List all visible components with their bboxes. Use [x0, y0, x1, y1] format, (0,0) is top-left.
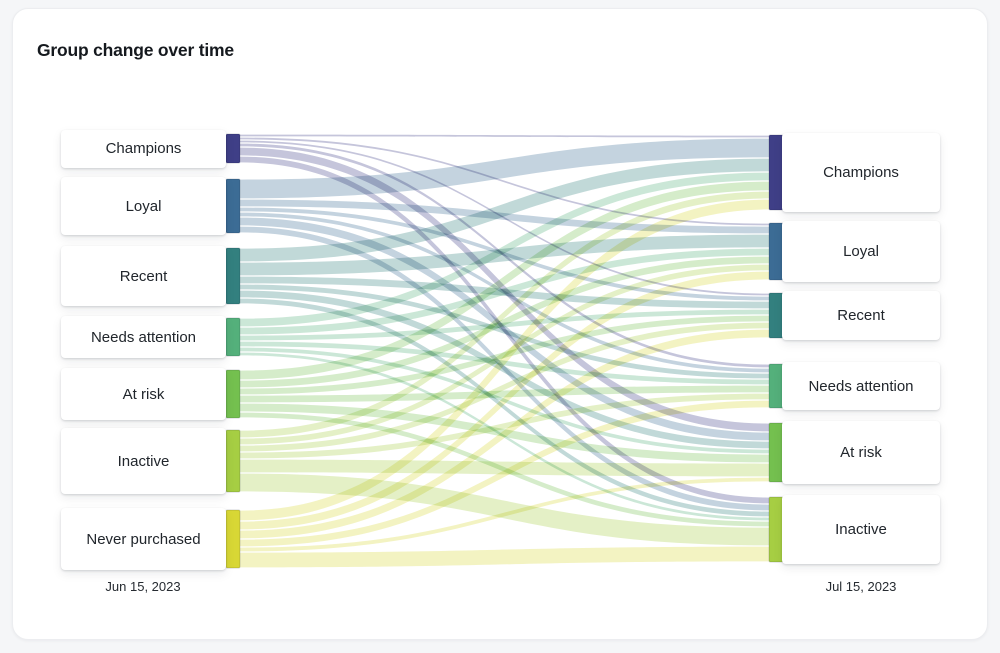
segment-card-champions-right[interactable]: Champions [782, 133, 940, 212]
sankey-node-inactive-left[interactable] [225, 429, 241, 493]
sankey-node-needs-attention-left[interactable] [225, 317, 241, 357]
flow-loyal-to-inactive[interactable] [240, 226, 769, 511]
segment-card-loyal-left[interactable]: Loyal [61, 177, 226, 235]
axis-date-right: Jul 15, 2023 [825, 579, 897, 594]
flow-champions-to-champions[interactable] [240, 134, 769, 138]
flow-at-risk-to-champions[interactable] [240, 181, 769, 380]
segment-card-needs-attention-left[interactable]: Needs attention [61, 316, 226, 358]
flow-champions-to-at-risk[interactable] [240, 147, 769, 432]
segment-card-label: Recent [837, 307, 885, 324]
flow-at-risk-to-at-risk[interactable] [240, 403, 769, 463]
flow-at-risk-to-needs-attention[interactable] [240, 385, 769, 403]
sankey-node-inactive-right[interactable] [768, 496, 784, 563]
flow-needs-attention-to-needs-attention[interactable] [240, 341, 769, 385]
segment-card-label: At risk [122, 385, 165, 403]
segment-card-label: Champions [823, 164, 899, 181]
flow-needs-attention-to-at-risk[interactable] [240, 347, 769, 454]
flow-inactive-to-champions[interactable] [240, 191, 769, 438]
segment-card-loyal-right[interactable]: Loyal [782, 221, 940, 282]
flow-recent-to-inactive[interactable] [240, 298, 769, 517]
flow-never-purchased-to-champions[interactable] [240, 199, 769, 521]
segment-card-champions-left[interactable]: Champions [61, 129, 226, 168]
sankey-node-loyal-right[interactable] [768, 222, 784, 281]
flow-needs-attention-to-inactive[interactable] [240, 352, 769, 521]
segment-card-never-purchased-left[interactable]: Never purchased [61, 508, 226, 570]
segment-card-label: Never purchased [86, 530, 201, 548]
flow-champions-to-recent[interactable] [240, 140, 769, 296]
sankey-node-at-risk-left[interactable] [225, 369, 241, 419]
axis-date-left: Jun 15, 2023 [105, 579, 181, 594]
segment-card-label: Inactive [117, 452, 170, 470]
segment-card-at-risk-left[interactable]: At risk [61, 368, 226, 420]
sankey-node-champions-left[interactable] [225, 133, 241, 164]
flow-at-risk-to-recent[interactable] [240, 315, 769, 395]
flow-at-risk-to-loyal[interactable] [240, 256, 769, 388]
sankey-node-champions-right[interactable] [768, 134, 784, 211]
flow-champions-to-inactive[interactable] [240, 156, 769, 504]
segment-card-label: Needs attention [808, 377, 914, 395]
flow-at-risk-to-inactive[interactable] [240, 412, 769, 527]
segment-card-label: Champions [105, 140, 182, 157]
segment-card-inactive-left[interactable]: Inactive [61, 428, 226, 494]
segment-card-label: Inactive [835, 521, 887, 538]
sankey-node-recent-left[interactable] [225, 247, 241, 305]
sankey-node-at-risk-right[interactable] [768, 422, 784, 483]
segment-card-label: Needs attention [90, 328, 197, 346]
flow-recent-to-champions[interactable] [240, 158, 769, 262]
flow-inactive-to-inactive[interactable] [240, 473, 769, 546]
flow-loyal-to-recent[interactable] [240, 207, 769, 301]
segment-card-label: Loyal [125, 197, 162, 215]
flow-inactive-to-recent[interactable] [240, 322, 769, 452]
segment-card-recent-left[interactable]: Recent [61, 246, 226, 306]
segment-card-label: Recent [119, 267, 168, 285]
flow-champions-to-needs-attention[interactable] [240, 143, 769, 368]
segment-card-label: Loyal [843, 243, 879, 260]
segment-card-needs-attention-right[interactable]: Needs attention [782, 362, 940, 410]
segment-card-at-risk-right[interactable]: At risk [782, 421, 940, 484]
flow-needs-attention-to-recent[interactable] [240, 309, 769, 341]
sankey-node-loyal-left[interactable] [225, 178, 241, 234]
chart-title: Group change over time [37, 40, 234, 60]
sankey-node-recent-right[interactable] [768, 292, 784, 339]
flow-champions-to-loyal[interactable] [240, 137, 769, 226]
flow-loyal-to-loyal[interactable] [240, 199, 769, 234]
segment-card-inactive-right[interactable]: Inactive [782, 495, 940, 564]
sankey-node-needs-attention-right[interactable] [768, 363, 784, 409]
flow-inactive-to-needs-attention[interactable] [240, 393, 769, 459]
segment-card-recent-right[interactable]: Recent [782, 291, 940, 340]
segment-card-label: At risk [840, 444, 882, 461]
sankey-node-never-purchased-left[interactable] [225, 509, 241, 569]
flow-never-purchased-to-inactive[interactable] [240, 546, 769, 568]
